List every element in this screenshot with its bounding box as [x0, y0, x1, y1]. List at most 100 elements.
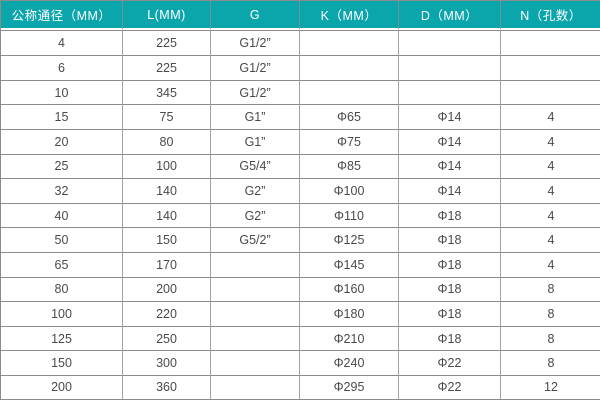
table-row: 20 80 G1” Φ75 Φ14 4 [1, 130, 600, 155]
table-cell-hole-diameter [399, 56, 501, 81]
table-cell-bolt-circle: Φ145 [300, 252, 399, 278]
table-cell-hole-count: 4 [501, 130, 600, 155]
table-cell-hole-count: 8 [501, 302, 600, 327]
table-cell-hole-diameter [399, 80, 501, 106]
table-cell-thread [211, 375, 300, 399]
table-cell-bolt-circle: Φ75 [300, 130, 399, 155]
table-cell-length: 100 [123, 154, 211, 180]
table-cell-nominal-diameter: 40 [1, 203, 123, 229]
table-cell-bolt-circle: Φ160 [300, 277, 399, 303]
table-cell-hole-count: 4 [501, 252, 600, 278]
column-header-hole-count: N（孔数） [501, 1, 600, 30]
table-row: 6 225 G1/2” [1, 56, 600, 81]
column-header-length: L(MM) [123, 1, 211, 30]
table-cell-hole-count: 4 [501, 228, 600, 253]
table-cell-nominal-diameter: 4 [1, 30, 123, 57]
table-cell-hole-diameter: Φ18 [399, 302, 501, 327]
table-cell-hole-diameter: Φ14 [399, 105, 501, 131]
table-cell-thread [211, 326, 300, 352]
table-cell-hole-diameter: Φ14 [399, 179, 501, 204]
table-row: 65 170 Φ145 Φ18 4 [1, 252, 600, 278]
table-cell-bolt-circle: Φ240 [300, 351, 399, 376]
table-cell-thread: G1/2” [211, 80, 300, 106]
table-cell-thread [211, 252, 300, 278]
table-cell-length: 170 [123, 252, 211, 278]
table-cell-hole-diameter: Φ18 [399, 277, 501, 303]
table-header-row: 公称通径（MM） L(MM) G K（MM） D（MM） N（孔数） [1, 1, 600, 30]
table-cell-nominal-diameter: 32 [1, 179, 123, 204]
table-cell-nominal-diameter: 50 [1, 228, 123, 253]
table-cell-bolt-circle: Φ125 [300, 228, 399, 253]
table-cell-hole-diameter: Φ22 [399, 375, 501, 399]
column-header-thread: G [211, 1, 300, 30]
table-row: 125 250 Φ210 Φ18 8 [1, 326, 600, 352]
table-cell-length: 80 [123, 130, 211, 155]
table-row: 50 150 G5/2” Φ125 Φ18 4 [1, 228, 600, 253]
table-cell-bolt-circle: Φ85 [300, 154, 399, 180]
table-cell-bolt-circle [300, 56, 399, 81]
table-cell-hole-count: 8 [501, 351, 600, 376]
column-header-hole-diameter: D（MM） [399, 1, 501, 30]
table-cell-hole-diameter: Φ14 [399, 154, 501, 180]
table-cell-nominal-diameter: 80 [1, 277, 123, 303]
table-cell-hole-diameter: Φ22 [399, 351, 501, 376]
table-cell-thread: G1” [211, 105, 300, 131]
table-cell-hole-count: 4 [501, 154, 600, 180]
table-cell-hole-count: 8 [501, 326, 600, 352]
table-row: 4 225 G1/2” [1, 30, 600, 57]
table-cell-length: 220 [123, 302, 211, 327]
table-cell-length: 75 [123, 105, 211, 131]
table-row: 80 200 Φ160 Φ18 8 [1, 277, 600, 303]
table-cell-hole-count [501, 80, 600, 106]
table-cell-bolt-circle: Φ65 [300, 105, 399, 131]
table-cell-nominal-diameter: 25 [1, 154, 123, 180]
table-cell-thread: G2” [211, 179, 300, 204]
table-cell-length: 250 [123, 326, 211, 352]
table-cell-bolt-circle [300, 30, 399, 57]
table-cell-nominal-diameter: 200 [1, 375, 123, 399]
table-cell-length: 140 [123, 203, 211, 229]
table-cell-bolt-circle: Φ100 [300, 179, 399, 204]
table-cell-length: 360 [123, 375, 211, 399]
table-row: 10 345 G1/2” [1, 80, 600, 106]
table-cell-hole-diameter [399, 30, 501, 57]
table-cell-thread: G1/2” [211, 30, 300, 57]
table-cell-length: 300 [123, 351, 211, 376]
table-row: 25 100 G5/4” Φ85 Φ14 4 [1, 154, 600, 180]
table-row: 15 75 G1” Φ65 Φ14 4 [1, 105, 600, 131]
table-cell-thread: G1/2” [211, 56, 300, 81]
table-cell-hole-diameter: Φ18 [399, 252, 501, 278]
table-cell-hole-count: 4 [501, 179, 600, 204]
table-cell-hole-count: 4 [501, 203, 600, 229]
table-cell-length: 345 [123, 80, 211, 106]
table-body: 4 225 G1/2” 6 225 G1/2” 10 345 G1/2” 15 75 G1” Φ65 Φ1… [1, 30, 600, 399]
table-cell-hole-diameter: Φ18 [399, 326, 501, 352]
table-cell-bolt-circle: Φ180 [300, 302, 399, 327]
table-cell-thread: G5/4” [211, 154, 300, 180]
table-cell-thread: G5/2” [211, 228, 300, 253]
table-cell-nominal-diameter: 150 [1, 351, 123, 376]
table-cell-hole-count: 4 [501, 105, 600, 131]
table-cell-hole-count: 12 [501, 375, 600, 399]
table-cell-thread: G2” [211, 203, 300, 229]
table-cell-bolt-circle: Φ295 [300, 375, 399, 399]
column-header-nominal-diameter: 公称通径（MM） [1, 1, 123, 30]
table-cell-length: 150 [123, 228, 211, 253]
table-cell-length: 225 [123, 30, 211, 57]
table-cell-hole-diameter: Φ18 [399, 228, 501, 253]
table-cell-bolt-circle [300, 80, 399, 106]
table-cell-nominal-diameter: 20 [1, 130, 123, 155]
table-cell-nominal-diameter: 6 [1, 56, 123, 81]
table-cell-thread: G1” [211, 130, 300, 155]
table-cell-hole-count [501, 30, 600, 57]
table-cell-thread [211, 351, 300, 376]
table-cell-hole-diameter: Φ18 [399, 203, 501, 229]
table-row: 100 220 Φ180 Φ18 8 [1, 302, 600, 327]
table-row: 40 140 G2” Φ110 Φ18 4 [1, 203, 600, 229]
table-cell-hole-count [501, 56, 600, 81]
table-row: 150 300 Φ240 Φ22 8 [1, 351, 600, 376]
table-cell-nominal-diameter: 15 [1, 105, 123, 131]
table-cell-length: 140 [123, 179, 211, 204]
